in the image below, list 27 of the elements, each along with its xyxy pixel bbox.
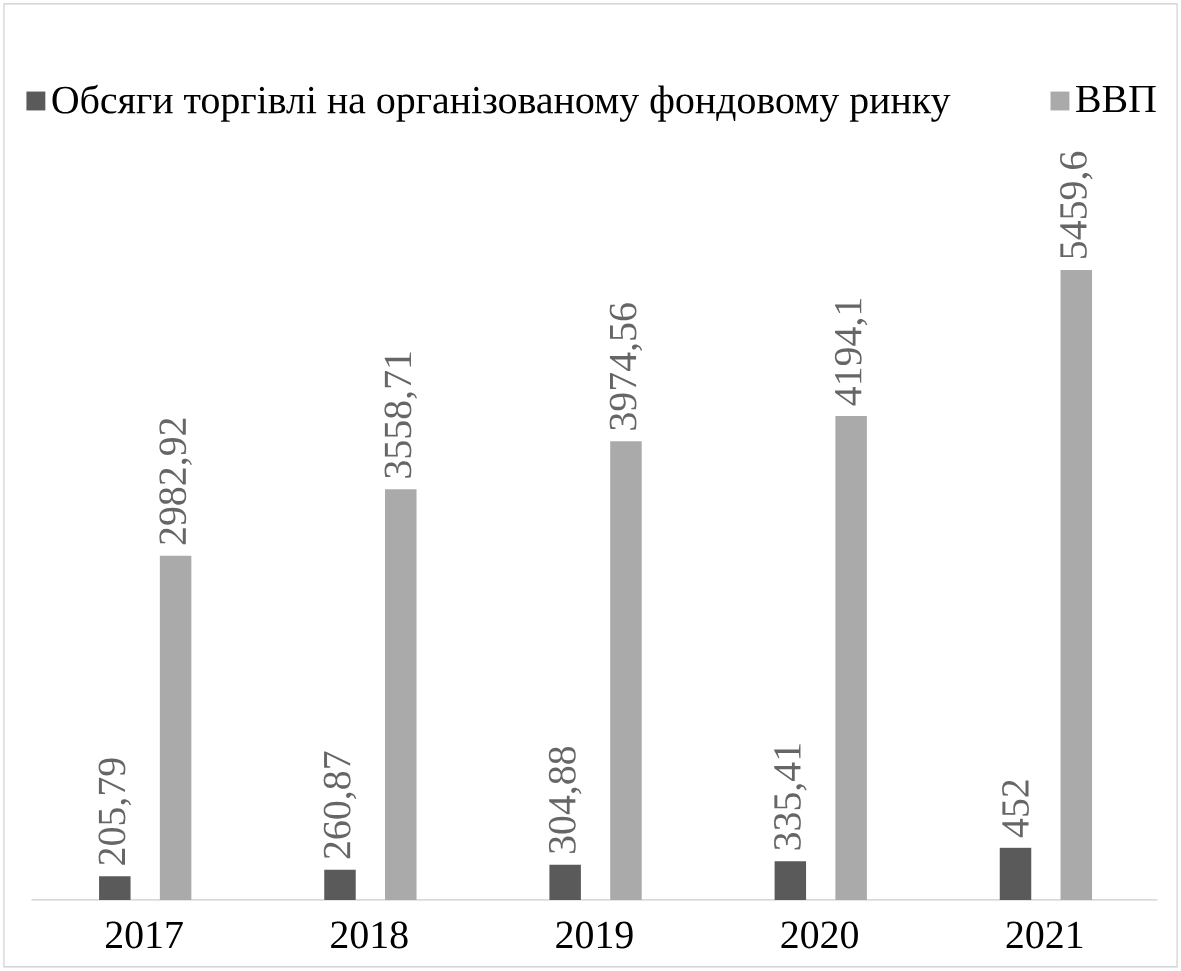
data-label: 3558,71	[384, 352, 418, 478]
bar	[835, 416, 867, 901]
bar	[610, 441, 642, 901]
data-label: 452	[1002, 780, 1029, 838]
bar	[99, 876, 131, 901]
bar	[549, 864, 581, 901]
legend-label: Обсяги торгівлі на організованому фондовому ринку	[52, 84, 951, 122]
x-tick-label: 2018	[331, 921, 408, 949]
bar	[159, 555, 192, 901]
data-label: 205,79	[98, 758, 132, 865]
x-tick-label: 2017	[105, 921, 183, 949]
bar	[774, 861, 807, 901]
bar	[999, 847, 1032, 901]
data-label: 260,87	[323, 751, 357, 859]
legend-label: ВВП	[1076, 85, 1156, 113]
data-label: 5459,6	[1060, 151, 1093, 259]
data-label: 335,41	[774, 744, 807, 850]
x-tick-label: 2019	[556, 921, 633, 949]
bar	[385, 489, 417, 901]
data-label: 4194,1	[834, 299, 868, 406]
data-label: 3974,56	[609, 303, 643, 430]
data-label: 2982,92	[159, 418, 192, 545]
bar	[324, 869, 356, 901]
x-tick-label: 2021	[1006, 921, 1083, 949]
x-tick-label: 2020	[781, 921, 858, 949]
data-label: 304,88	[548, 747, 582, 854]
bar	[1060, 270, 1093, 901]
